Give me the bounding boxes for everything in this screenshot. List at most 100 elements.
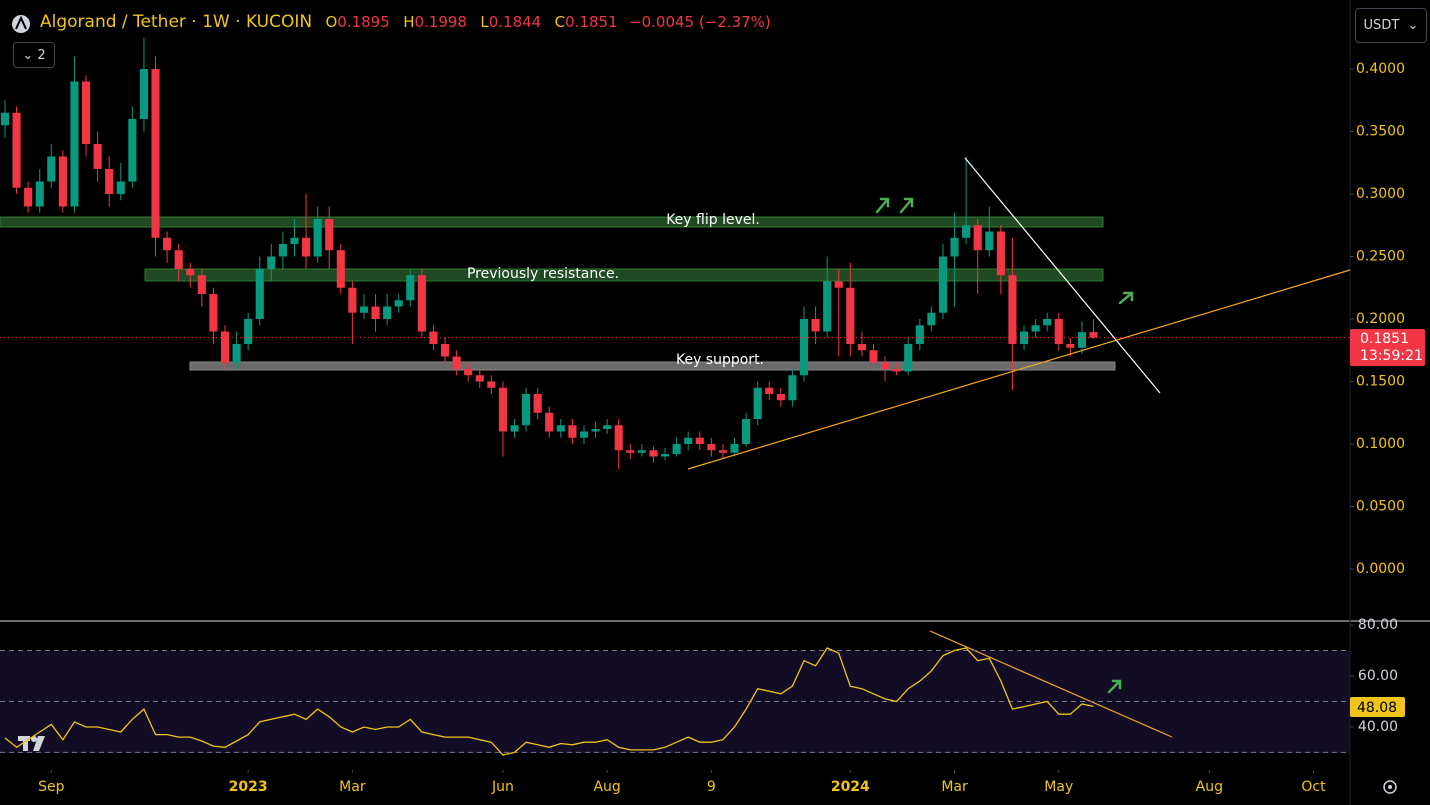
countdown: 13:59:21 bbox=[1360, 348, 1423, 364]
candle-body bbox=[348, 287, 357, 313]
candle-body bbox=[290, 237, 299, 244]
candle-body bbox=[823, 281, 832, 332]
trendline bbox=[687, 269, 1351, 470]
candle-body bbox=[429, 331, 438, 344]
candle-body bbox=[302, 237, 311, 257]
candle-body bbox=[336, 250, 345, 288]
candle-body bbox=[81, 81, 91, 144]
candle-body bbox=[93, 144, 102, 169]
candle-body bbox=[186, 269, 195, 276]
candle-body bbox=[1043, 319, 1052, 326]
candle-body bbox=[406, 275, 415, 301]
candle-body bbox=[510, 425, 519, 432]
candle-body bbox=[776, 394, 785, 401]
candle-body bbox=[371, 306, 380, 319]
h-label: H bbox=[403, 13, 415, 31]
candle-body bbox=[545, 412, 554, 432]
y-tick-label: 0.0500 bbox=[1356, 499, 1405, 515]
candle-body bbox=[24, 187, 33, 207]
x-tick-label: Mar bbox=[339, 779, 366, 795]
candle-body bbox=[105, 169, 114, 194]
rsi-tick-label: 80.00 bbox=[1358, 617, 1398, 633]
candle-body bbox=[904, 344, 913, 372]
candle-body bbox=[232, 344, 241, 363]
open: 0.1895 bbox=[337, 13, 390, 31]
candle-body bbox=[892, 369, 901, 372]
candle-body bbox=[660, 454, 670, 457]
candle-body bbox=[498, 387, 507, 432]
currency: USDT bbox=[1363, 18, 1400, 33]
rsi-trendline bbox=[929, 630, 1173, 738]
candle-body bbox=[313, 219, 322, 257]
candle-body bbox=[985, 231, 994, 251]
candle-body bbox=[707, 444, 716, 451]
candle-body bbox=[1089, 332, 1098, 338]
candle-body bbox=[394, 300, 403, 307]
candle-body bbox=[649, 450, 658, 457]
x-tick-label: Aug bbox=[593, 779, 620, 795]
candle-body bbox=[603, 425, 612, 429]
y-tick-label: 0.3000 bbox=[1356, 186, 1405, 202]
candle-body bbox=[869, 350, 878, 363]
candle-body bbox=[973, 225, 982, 251]
candle-body bbox=[579, 431, 589, 438]
close: 0.1851 bbox=[565, 13, 618, 31]
y-tick-label: 0.2500 bbox=[1356, 249, 1405, 265]
candle-body bbox=[556, 425, 565, 432]
candle-body bbox=[996, 231, 1005, 276]
rsi-tag-label: 48.08 bbox=[1357, 700, 1397, 716]
candle-body bbox=[765, 387, 774, 394]
candle-body bbox=[487, 381, 496, 388]
candle-body bbox=[58, 156, 67, 207]
indicator-count: 2 bbox=[37, 47, 46, 63]
candle-body bbox=[962, 225, 971, 238]
y-tick-label: 0.1000 bbox=[1356, 436, 1405, 452]
x-tick-label: Oct bbox=[1301, 779, 1326, 795]
x-tick-label: May bbox=[1044, 779, 1073, 795]
candle-body bbox=[637, 450, 646, 453]
candle-body bbox=[730, 444, 739, 453]
candle-body bbox=[174, 250, 183, 269]
rsi-tick-label: 60.00 bbox=[1358, 668, 1398, 684]
candle-body bbox=[452, 356, 461, 369]
currency-select[interactable]: USDT ⌄ bbox=[1355, 8, 1427, 43]
candle-body bbox=[383, 306, 392, 319]
candle-body bbox=[151, 69, 160, 238]
indicator-toggle[interactable]: ⌄ 2 bbox=[13, 42, 55, 68]
candle-body bbox=[220, 331, 230, 363]
candle-body bbox=[128, 119, 137, 182]
candle-body bbox=[440, 344, 450, 357]
candle-body bbox=[116, 181, 125, 194]
candle-body bbox=[568, 425, 577, 438]
candle-body bbox=[834, 281, 843, 288]
arrows bbox=[875, 197, 1134, 694]
candle-body bbox=[753, 387, 762, 419]
candle-body bbox=[1054, 319, 1063, 344]
x-tick-label: 2024 bbox=[831, 779, 870, 795]
candle-body bbox=[163, 237, 172, 251]
symbol-logo bbox=[12, 15, 30, 33]
candle-body bbox=[267, 256, 276, 269]
resistance-zone bbox=[144, 268, 1104, 282]
candle-body bbox=[1077, 332, 1086, 348]
low: 0.1844 bbox=[488, 13, 542, 31]
rsi-tag bbox=[1350, 697, 1405, 717]
o-label: O bbox=[325, 13, 338, 31]
settings-icon[interactable] bbox=[1383, 780, 1397, 794]
candle-body bbox=[672, 444, 681, 454]
annotation: Key support. bbox=[676, 352, 764, 368]
candle-body bbox=[278, 244, 287, 257]
candle-body bbox=[718, 450, 727, 453]
candle-body bbox=[684, 437, 693, 444]
candle-body bbox=[811, 319, 820, 332]
candle-body bbox=[35, 181, 44, 207]
candle-body bbox=[533, 394, 542, 413]
candle-body bbox=[255, 269, 264, 319]
y-tick-label: 0.0000 bbox=[1356, 561, 1405, 577]
candle-body bbox=[950, 237, 959, 257]
annotation: Previously resistance. bbox=[467, 266, 619, 282]
legend-header: Algorand / Tether · 1W · KUCOIN O0.1895 … bbox=[40, 12, 771, 32]
l-label: L bbox=[480, 13, 489, 31]
candle-body bbox=[244, 319, 253, 344]
